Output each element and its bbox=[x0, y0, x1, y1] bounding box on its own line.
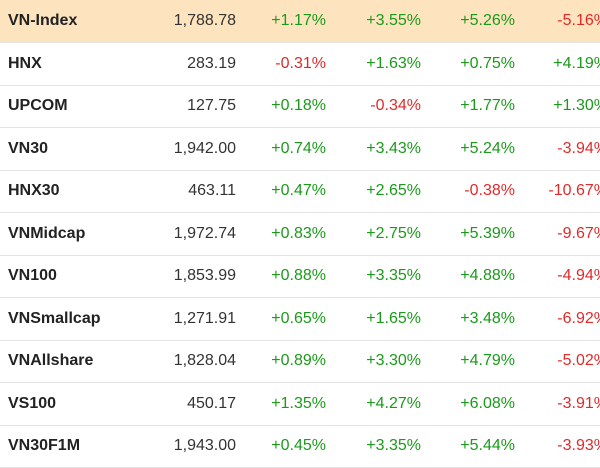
percent-change-4: -5.02% bbox=[515, 340, 600, 383]
index-name[interactable]: VNAllshare bbox=[0, 340, 126, 383]
index-price: 1,271.91 bbox=[126, 297, 236, 341]
percent-change-4: +1.30% bbox=[515, 85, 600, 128]
percent-change-1: +0.18% bbox=[236, 85, 326, 128]
index-price: 283.19 bbox=[126, 42, 236, 86]
percent-change-2: -0.34% bbox=[326, 85, 421, 128]
index-name[interactable]: VS100 bbox=[0, 382, 126, 426]
percent-change-3: +4.88% bbox=[421, 255, 515, 298]
percent-change-1: +1.35% bbox=[236, 382, 326, 426]
percent-change-2: +2.75% bbox=[326, 212, 421, 256]
percent-change-1: +0.88% bbox=[236, 255, 326, 298]
index-name[interactable]: HNX30 bbox=[0, 170, 126, 213]
index-name[interactable]: VN30 bbox=[0, 127, 126, 171]
index-price: 1,943.00 bbox=[126, 425, 236, 468]
percent-change-4: -5.16% bbox=[515, 0, 600, 43]
index-price: 450.17 bbox=[126, 382, 236, 426]
percent-change-3: +5.44% bbox=[421, 425, 515, 468]
percent-change-4: -3.93% bbox=[515, 425, 600, 468]
index-name[interactable]: VN100 bbox=[0, 255, 126, 298]
index-price: 1,788.78 bbox=[126, 0, 236, 43]
percent-change-1: +0.89% bbox=[236, 340, 326, 383]
percent-change-3: +4.79% bbox=[421, 340, 515, 383]
percent-change-2: +3.43% bbox=[326, 127, 421, 171]
index-price: 463.11 bbox=[126, 170, 236, 213]
percent-change-3: -0.38% bbox=[421, 170, 515, 213]
percent-change-1: +0.65% bbox=[236, 297, 326, 341]
table-row[interactable]: VNAllshare 1,828.04 +0.89% +3.30% +4.79% -5.0… bbox=[0, 340, 600, 383]
index-price: 127.75 bbox=[126, 85, 236, 128]
percent-change-4: -4.94% bbox=[515, 255, 600, 298]
percent-change-2: +2.65% bbox=[326, 170, 421, 213]
index-price: 1,942.00 bbox=[126, 127, 236, 171]
percent-change-2: +1.63% bbox=[326, 42, 421, 86]
percent-change-1: +0.83% bbox=[236, 212, 326, 256]
percent-change-2: +4.27% bbox=[326, 382, 421, 426]
percent-change-3: +0.75% bbox=[421, 42, 515, 86]
percent-change-3: +5.24% bbox=[421, 127, 515, 171]
percent-change-3: +5.26% bbox=[421, 0, 515, 43]
table-row[interactable]: VNSmallcap 1,271.91 +0.65% +1.65% +3.48% -6.9… bbox=[0, 297, 600, 341]
percent-change-1: +0.74% bbox=[236, 127, 326, 171]
percent-change-3: +5.39% bbox=[421, 212, 515, 256]
index-name[interactable]: UPCOM bbox=[0, 85, 126, 128]
index-name[interactable]: HNX bbox=[0, 42, 126, 86]
index-name[interactable]: VNSmallcap bbox=[0, 297, 126, 341]
index-price: 1,853.99 bbox=[126, 255, 236, 298]
percent-change-4: -9.67% bbox=[515, 212, 600, 256]
percent-change-1: +0.47% bbox=[236, 170, 326, 213]
percent-change-3: +6.08% bbox=[421, 382, 515, 426]
percent-change-2: +3.55% bbox=[326, 0, 421, 43]
percent-change-4: -6.92% bbox=[515, 297, 600, 341]
percent-change-2: +3.30% bbox=[326, 340, 421, 383]
percent-change-4: -3.91% bbox=[515, 382, 600, 426]
percent-change-4: -3.94% bbox=[515, 127, 600, 171]
percent-change-3: +1.77% bbox=[421, 85, 515, 128]
percent-change-3: +3.48% bbox=[421, 297, 515, 341]
index-price: 1,828.04 bbox=[126, 340, 236, 383]
percent-change-4: -10.67% bbox=[515, 170, 600, 213]
index-price: 1,972.74 bbox=[126, 212, 236, 256]
percent-change-2: +1.65% bbox=[326, 297, 421, 341]
index-name[interactable]: VN30F1M bbox=[0, 425, 126, 468]
percent-change-4: +4.19% bbox=[515, 42, 600, 86]
percent-change-2: +3.35% bbox=[326, 425, 421, 468]
percent-change-1: -0.31% bbox=[236, 42, 326, 86]
percent-change-2: +3.35% bbox=[326, 255, 421, 298]
index-name[interactable]: VNMidcap bbox=[0, 212, 126, 256]
percent-change-1: +1.17% bbox=[236, 0, 326, 43]
percent-change-1: +0.45% bbox=[236, 425, 326, 468]
index-name[interactable]: VN-Index bbox=[0, 0, 126, 43]
